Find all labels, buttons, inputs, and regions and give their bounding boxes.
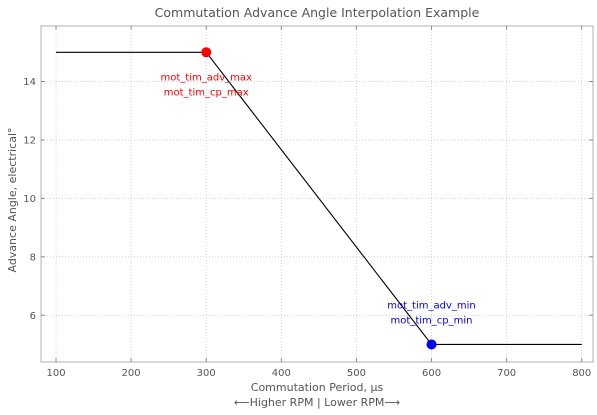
- plot-border: [40, 25, 594, 363]
- x-axis-sublabel: ⟵Higher RPM | Lower RPM⟶: [234, 396, 401, 409]
- points-layer: mot_tim_adv_max mot_tim_cp_max mot_tim_adv…: [161, 47, 476, 350]
- x-tick-label: 600: [422, 368, 441, 379]
- grid: [41, 26, 593, 362]
- x-tick-label: 400: [272, 368, 291, 379]
- point-annotation: mot_tim_adv_max: [161, 72, 252, 83]
- x-tick-label: 300: [197, 368, 216, 379]
- plot-frame: [40, 25, 594, 363]
- point-annotation: mot_tim_cp_max: [164, 87, 249, 98]
- x-tick-label: 200: [122, 368, 141, 379]
- point-annotation: mot_tim_cp_min: [391, 315, 473, 326]
- x-tick-label: 500: [347, 368, 366, 379]
- x-tick-label: 100: [46, 368, 65, 379]
- y-tick-label: 12: [23, 135, 36, 146]
- y-tick-label: 6: [30, 311, 36, 322]
- y-axis-label: Advance Angle, electrical°: [6, 127, 19, 272]
- min-point-marker: [426, 339, 437, 350]
- y-tick-label: 14: [23, 77, 36, 88]
- x-tick-label: 800: [572, 368, 591, 379]
- x-tick-label: 700: [497, 368, 516, 379]
- max-point-marker: [201, 47, 212, 58]
- y-tick-label: 10: [23, 194, 36, 205]
- y-tick-label: 8: [30, 252, 36, 263]
- series-layer: [56, 51, 582, 346]
- chart-title: Commutation Advance Angle Interpolation …: [155, 5, 480, 20]
- axis-ticks: 100 200 300 400 500 600 700 800 6 8 10 12 14: [23, 26, 593, 379]
- series-line: [56, 51, 582, 346]
- point-annotation: mot_tim_adv_min: [387, 300, 475, 311]
- x-axis-label: Commutation Period, μs: [251, 381, 384, 394]
